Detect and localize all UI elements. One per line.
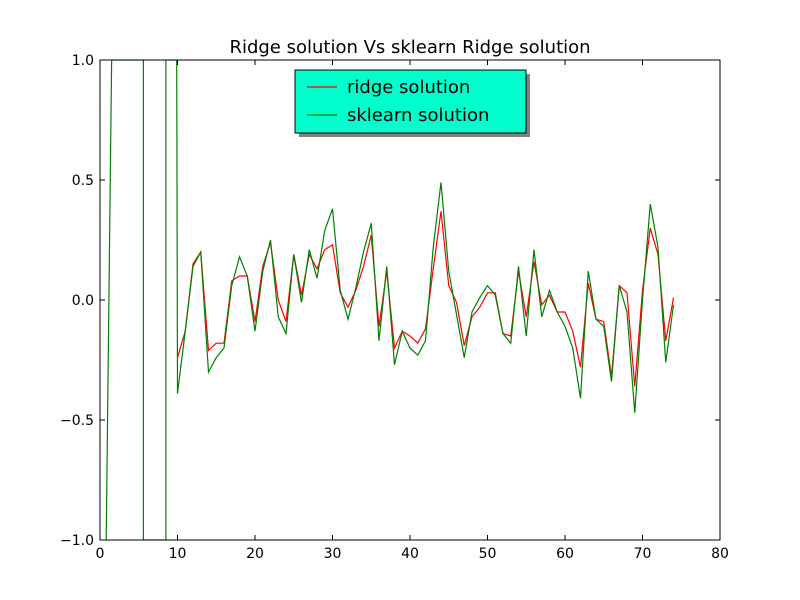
x-tick-label: 20: [246, 546, 264, 562]
y-tick-label: 0.0: [72, 293, 94, 309]
y-tick-label: 0.5: [72, 173, 94, 189]
legend-label: ridge solution: [347, 77, 470, 98]
series-layer: [105, 60, 675, 540]
x-tick-label: 80: [711, 546, 729, 562]
x-tick-label: 50: [479, 546, 497, 562]
plot-frame: [99, 59, 721, 541]
legend: ridge solution sklearn solution: [294, 69, 530, 137]
series-line-1: [176, 211, 675, 387]
y-tick-label: 1.0: [72, 53, 94, 69]
x-tick-label: 10: [169, 546, 187, 562]
x-tick-label: 60: [556, 546, 574, 562]
x-tick-label: 40: [401, 546, 419, 562]
series-line-2: [105, 60, 675, 540]
x-tick-label: 70: [634, 546, 652, 562]
y-tick-label: −0.5: [60, 413, 94, 429]
legend-box: [294, 69, 527, 134]
chart-title: Ridge solution Vs sklearn Ridge solution: [229, 37, 590, 58]
x-tick-label: 0: [96, 546, 105, 562]
x-tick-label: 30: [324, 546, 342, 562]
legend-label: sklearn solution: [347, 105, 489, 126]
y-tick-label: −1.0: [60, 533, 94, 549]
axes-layer: 0 10 20 30 40 50 60 70 80 −1.0 −0.5 0.0 0.5 1.0: [60, 53, 729, 562]
